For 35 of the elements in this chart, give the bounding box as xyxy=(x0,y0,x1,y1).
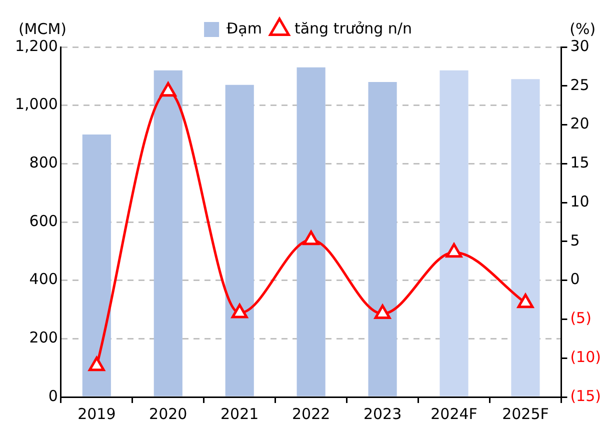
y-tick-label: 0 xyxy=(48,386,58,405)
y-tick-label: 400 xyxy=(29,270,58,288)
point xyxy=(517,294,534,308)
y2-tick-label: (15) xyxy=(570,386,602,405)
x-tick-label: 2019 xyxy=(78,404,116,423)
y2-tick-label: 5 xyxy=(570,231,580,250)
y2-tick-label: 0 xyxy=(570,270,580,288)
y-tick-label: 600 xyxy=(29,212,58,230)
y2-tick-label: (10) xyxy=(570,348,602,366)
y-tick-label: 800 xyxy=(29,154,58,172)
x-tick-label: 2024F xyxy=(430,404,478,423)
point xyxy=(446,243,462,258)
y2-axis-title: (%) xyxy=(570,20,596,38)
legend-label: tăng trưởng n/n xyxy=(294,19,412,38)
y2-tick-label: 15 xyxy=(570,154,590,172)
y2-tick-label: 20 xyxy=(570,114,590,133)
y2-tick-label: 30 xyxy=(570,36,590,55)
point xyxy=(374,304,391,320)
point xyxy=(231,304,248,318)
y2-tick-label: (5) xyxy=(570,309,592,328)
x-tick-label: 2021 xyxy=(220,404,259,423)
y-tick-label: 200 xyxy=(29,328,58,347)
y-axis-title: (MCM) xyxy=(18,20,66,38)
point xyxy=(302,230,320,246)
y2-tick-label: 10 xyxy=(570,192,590,210)
x-tick-label: 2025F xyxy=(502,404,549,423)
point xyxy=(88,356,105,372)
y-tick-label: 1,000 xyxy=(14,95,58,114)
x-tick-label: 2022 xyxy=(292,404,330,423)
y2-tick-label: 25 xyxy=(570,76,590,94)
x-tick-label: 2020 xyxy=(149,404,188,423)
point xyxy=(160,82,176,97)
legend-label: Đạm xyxy=(226,19,262,38)
x-tick-label: 2023 xyxy=(363,404,402,423)
y-tick-label: 1,200 xyxy=(14,36,58,55)
